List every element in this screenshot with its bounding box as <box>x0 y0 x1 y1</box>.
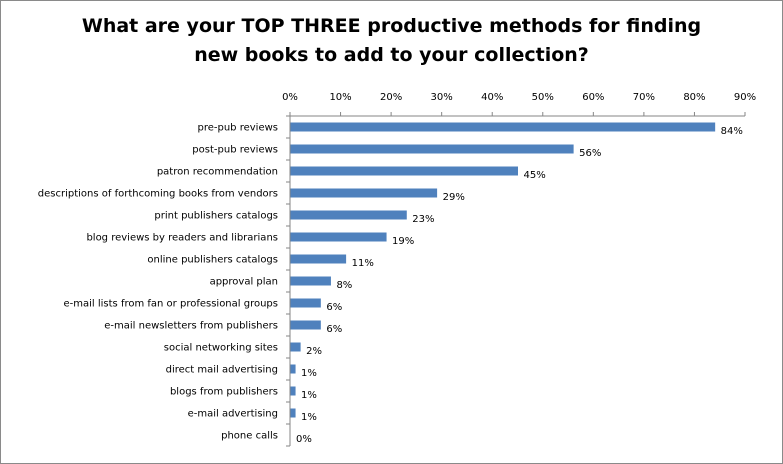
category-label: blogs from publishers <box>170 387 278 398</box>
data-label: 1% <box>301 390 317 401</box>
category-label: e-mail lists from fan or professional gr… <box>64 299 279 310</box>
x-tick-label: 50% <box>532 92 554 103</box>
category-label: e-mail advertising <box>188 409 278 420</box>
x-tick-label: 10% <box>329 92 351 103</box>
data-label: 29% <box>443 192 465 203</box>
bar <box>290 254 347 264</box>
data-label: 6% <box>326 324 342 335</box>
bar <box>290 364 296 374</box>
data-label: 11% <box>352 258 374 269</box>
x-tick-label: 40% <box>481 92 503 103</box>
category-label: patron recommendation <box>157 167 278 178</box>
x-tick-label: 70% <box>633 92 655 103</box>
bar <box>290 166 518 176</box>
data-label: 2% <box>306 346 322 357</box>
data-label: 1% <box>301 412 317 423</box>
x-tick-label: 20% <box>380 92 402 103</box>
x-tick-label: 30% <box>431 92 453 103</box>
bar <box>290 320 321 330</box>
chart-title: What are your TOP THREE productive metho… <box>0 12 783 70</box>
data-label: 8% <box>336 280 352 291</box>
x-tick-label: 60% <box>582 92 604 103</box>
x-tick-label: 0% <box>282 92 298 103</box>
category-label: direct mail advertising <box>166 365 278 376</box>
bar <box>290 342 301 352</box>
x-tick-label: 80% <box>683 92 705 103</box>
data-label: 6% <box>326 302 342 313</box>
bar <box>290 298 321 308</box>
category-label: blog reviews by readers and librarians <box>86 233 278 244</box>
x-tick-label: 90% <box>734 92 756 103</box>
data-label: 23% <box>412 214 434 225</box>
bar <box>290 408 296 418</box>
category-label: descriptions of forthcoming books from v… <box>38 189 278 200</box>
chart-title-line-1: What are your TOP THREE productive metho… <box>81 15 702 37</box>
bar <box>290 276 331 286</box>
data-label: 56% <box>579 148 601 159</box>
category-label: online publishers catalogs <box>147 255 278 266</box>
category-label: post-pub reviews <box>192 145 278 156</box>
category-label: approval plan <box>210 277 278 288</box>
data-label: 45% <box>524 170 546 181</box>
category-label: print publishers catalogs <box>154 211 278 222</box>
chart-title-line-2: new books to add to your collection? <box>194 44 589 66</box>
data-label: 0% <box>296 434 312 445</box>
bar <box>290 144 574 154</box>
bar <box>290 232 387 242</box>
category-label: social networking sites <box>164 343 278 354</box>
data-label: 1% <box>301 368 317 379</box>
category-label: e-mail newsletters from publishers <box>104 321 278 332</box>
bar <box>290 386 296 396</box>
bar <box>290 188 438 198</box>
data-label: 19% <box>392 236 414 247</box>
category-label: pre-pub reviews <box>198 123 279 134</box>
category-label: phone calls <box>221 431 278 442</box>
bar <box>290 122 716 132</box>
data-label: 84% <box>721 126 743 137</box>
bar <box>290 210 407 220</box>
